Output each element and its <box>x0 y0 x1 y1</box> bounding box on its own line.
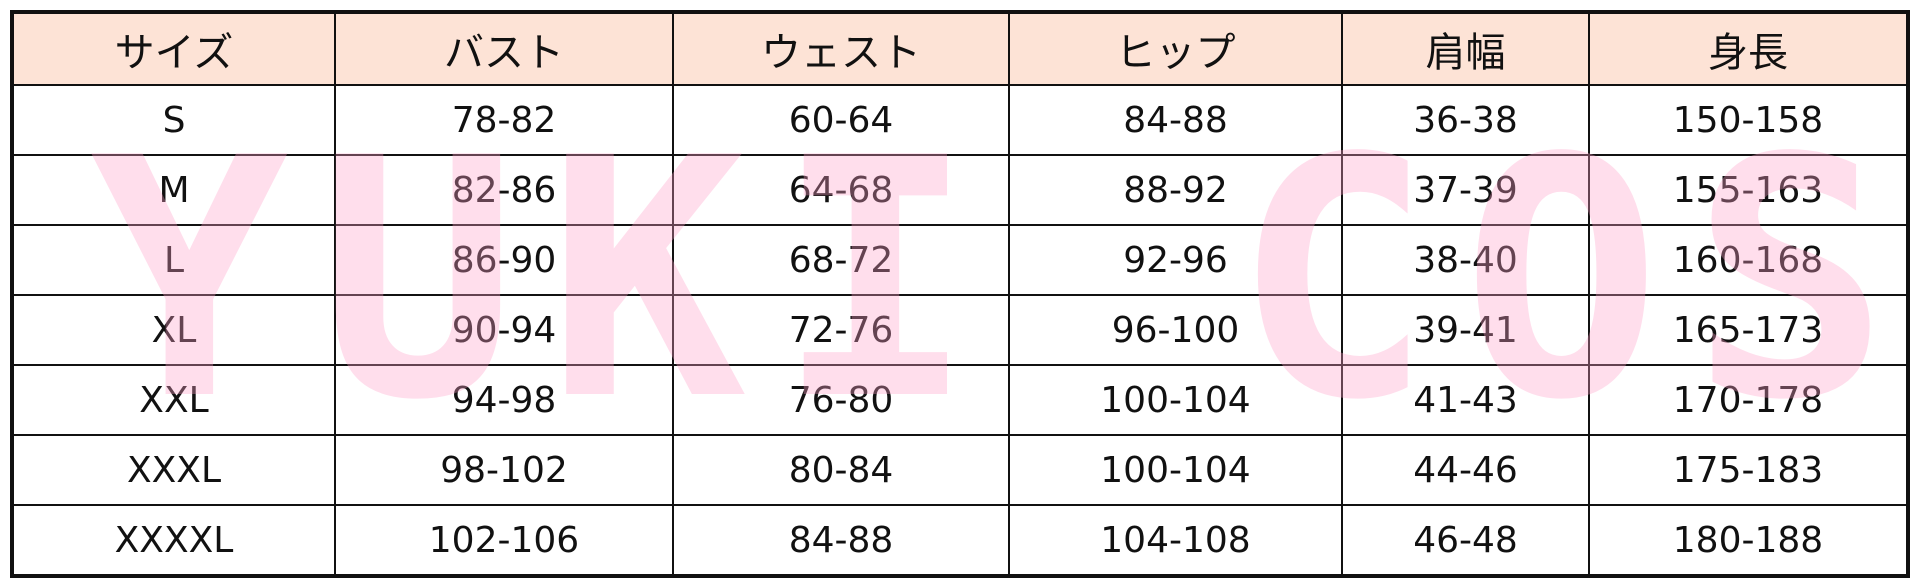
cell-shoulder: 44-46 <box>1341 434 1590 506</box>
cell-height: 175-183 <box>1588 434 1909 506</box>
cell-size: S <box>11 84 336 156</box>
cell-waist: 68-72 <box>672 224 1010 296</box>
cell-height: 170-178 <box>1588 364 1909 436</box>
cell-hip: 84-88 <box>1008 84 1343 156</box>
cell-shoulder: 36-38 <box>1341 84 1590 156</box>
cell-size: L <box>11 224 336 296</box>
cell-hip: 100-104 <box>1008 364 1343 436</box>
cell-hip: 92-96 <box>1008 224 1343 296</box>
cell-waist: 72-76 <box>672 294 1010 366</box>
cell-height: 150-158 <box>1588 84 1909 156</box>
cell-hip: 104-108 <box>1008 504 1343 577</box>
table-row: XXL 94-98 76-80 100-104 41-43 170-178 <box>11 364 1909 436</box>
cell-hip: 100-104 <box>1008 434 1343 506</box>
cell-shoulder: 37-39 <box>1341 154 1590 226</box>
header-size: サイズ <box>11 11 336 86</box>
cell-shoulder: 38-40 <box>1341 224 1590 296</box>
cell-bust: 82-86 <box>334 154 674 226</box>
cell-hip: 96-100 <box>1008 294 1343 366</box>
cell-bust: 98-102 <box>334 434 674 506</box>
cell-height: 180-188 <box>1588 504 1909 577</box>
table-row: S 78-82 60-64 84-88 36-38 150-158 <box>11 84 1909 156</box>
cell-size: XL <box>11 294 336 366</box>
table-row: L 86-90 68-72 92-96 38-40 160-168 <box>11 224 1909 296</box>
cell-waist: 60-64 <box>672 84 1010 156</box>
header-height: 身長 <box>1588 11 1909 86</box>
cell-waist: 84-88 <box>672 504 1010 577</box>
cell-bust: 90-94 <box>334 294 674 366</box>
cell-bust: 102-106 <box>334 504 674 577</box>
table-row: M 82-86 64-68 88-92 37-39 155-163 <box>11 154 1909 226</box>
cell-size: M <box>11 154 336 226</box>
cell-waist: 64-68 <box>672 154 1010 226</box>
table-row: XXXL 98-102 80-84 100-104 44-46 175-183 <box>11 434 1909 506</box>
cell-size: XXXL <box>11 434 336 506</box>
table-row: XXXXL 102-106 84-88 104-108 46-48 180-188 <box>11 504 1909 577</box>
cell-shoulder: 41-43 <box>1341 364 1590 436</box>
cell-waist: 76-80 <box>672 364 1010 436</box>
cell-shoulder: 46-48 <box>1341 504 1590 577</box>
size-chart-table: サイズ バスト ウェスト ヒップ 肩幅 身長 S 78-82 60-64 84-88 3… <box>10 10 1910 578</box>
cell-size: XXXXL <box>11 504 336 577</box>
table-row: XL 90-94 72-76 96-100 39-41 165-173 <box>11 294 1909 366</box>
header-bust: バスト <box>334 11 674 86</box>
cell-bust: 78-82 <box>334 84 674 156</box>
header-hip: ヒップ <box>1008 11 1343 86</box>
header-shoulder: 肩幅 <box>1341 11 1590 86</box>
cell-height: 160-168 <box>1588 224 1909 296</box>
header-row: サイズ バスト ウェスト ヒップ 肩幅 身長 <box>11 11 1909 86</box>
cell-bust: 86-90 <box>334 224 674 296</box>
cell-shoulder: 39-41 <box>1341 294 1590 366</box>
cell-hip: 88-92 <box>1008 154 1343 226</box>
cell-height: 155-163 <box>1588 154 1909 226</box>
cell-waist: 80-84 <box>672 434 1010 506</box>
cell-size: XXL <box>11 364 336 436</box>
cell-height: 165-173 <box>1588 294 1909 366</box>
cell-bust: 94-98 <box>334 364 674 436</box>
header-waist: ウェスト <box>672 11 1010 86</box>
